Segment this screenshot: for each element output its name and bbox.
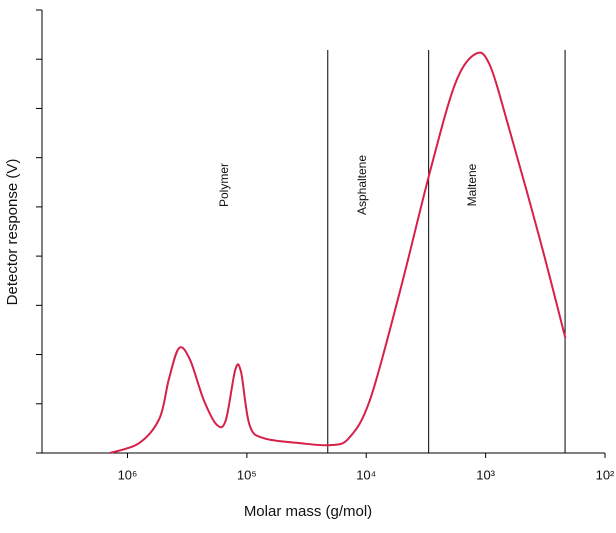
x-tick-label: 10²: [596, 467, 615, 482]
x-tick-label: 10³: [476, 467, 495, 482]
data-line: [109, 51, 567, 454]
x-tick-label: 10⁵: [237, 467, 257, 482]
y-axis-label: Detector response (V): [4, 159, 21, 306]
region-label: Polymer: [217, 163, 231, 207]
x-axis-label: Molar mass (g/mol): [244, 503, 372, 520]
region-label: Asphaltene: [355, 155, 369, 215]
x-tick-label: 10⁴: [356, 467, 376, 482]
x-tick-label: 10⁶: [118, 467, 138, 482]
region-label: Maltene: [465, 163, 479, 206]
